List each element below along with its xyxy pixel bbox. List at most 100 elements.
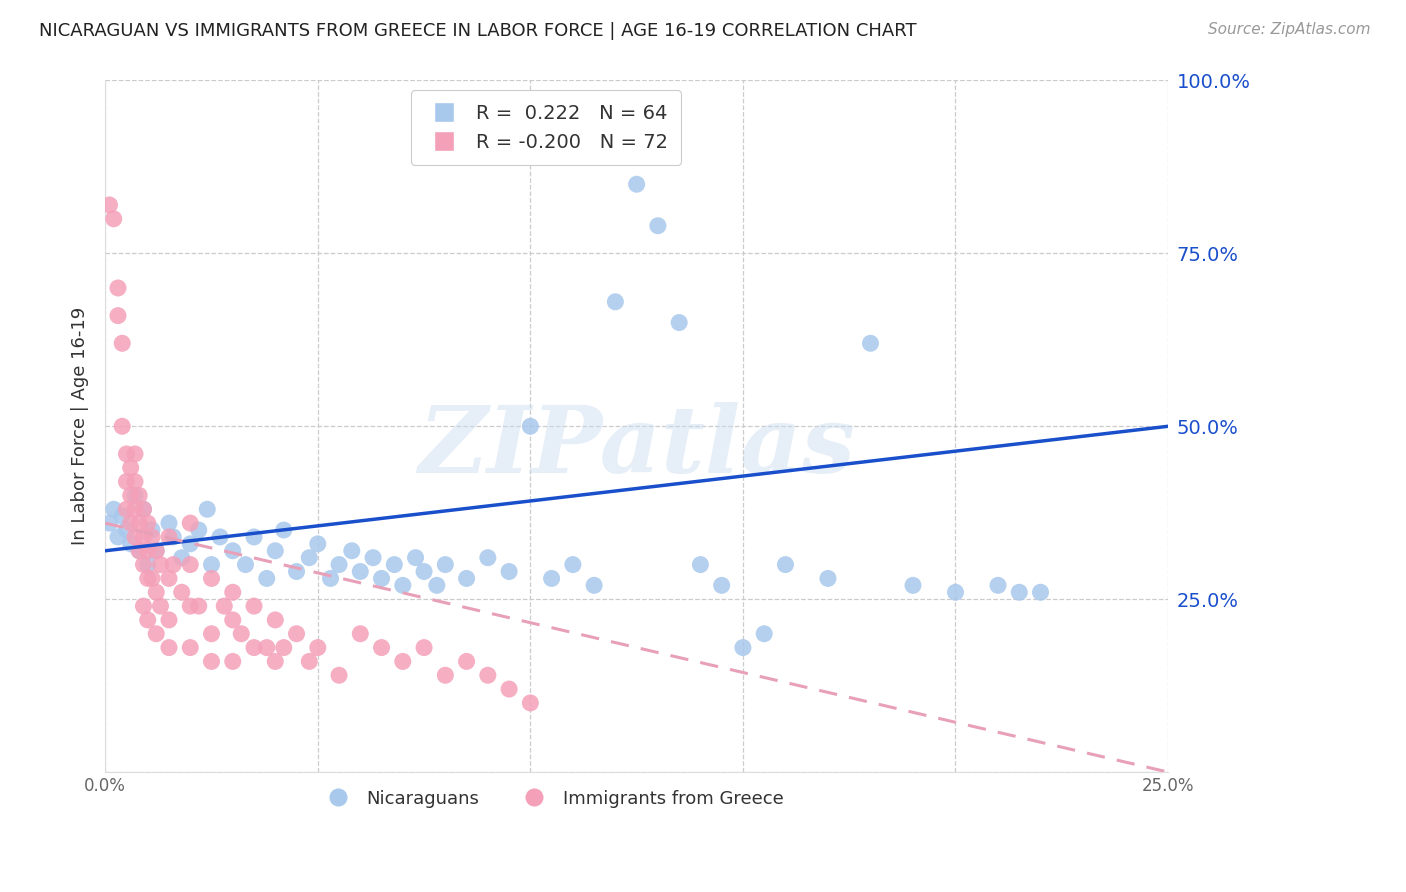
Point — [328, 558, 350, 572]
Point — [128, 488, 150, 502]
Point — [179, 640, 201, 655]
Point — [145, 585, 167, 599]
Point — [498, 565, 520, 579]
Point — [200, 558, 222, 572]
Point — [382, 558, 405, 572]
Point — [273, 640, 295, 655]
Point — [149, 599, 172, 613]
Point — [98, 516, 121, 530]
Point — [157, 613, 180, 627]
Point — [477, 668, 499, 682]
Point — [195, 502, 218, 516]
Point — [945, 585, 967, 599]
Point — [162, 558, 184, 572]
Point — [710, 578, 733, 592]
Point — [120, 488, 142, 502]
Point — [212, 599, 235, 613]
Point — [141, 523, 163, 537]
Point — [243, 640, 266, 655]
Point — [141, 530, 163, 544]
Point — [307, 537, 329, 551]
Point — [111, 509, 134, 524]
Point — [434, 668, 457, 682]
Point — [162, 530, 184, 544]
Point — [179, 537, 201, 551]
Text: NICARAGUAN VS IMMIGRANTS FROM GREECE IN LABOR FORCE | AGE 16-19 CORRELATION CHAR: NICARAGUAN VS IMMIGRANTS FROM GREECE IN … — [39, 22, 917, 40]
Point — [103, 211, 125, 226]
Point — [235, 558, 257, 572]
Point — [120, 516, 142, 530]
Point — [477, 550, 499, 565]
Point — [413, 565, 436, 579]
Point — [775, 558, 797, 572]
Point — [200, 626, 222, 640]
Point — [103, 502, 125, 516]
Point — [107, 281, 129, 295]
Point — [370, 640, 392, 655]
Point — [124, 488, 146, 502]
Point — [222, 655, 245, 669]
Point — [107, 530, 129, 544]
Point — [519, 696, 541, 710]
Point — [1008, 585, 1031, 599]
Point — [859, 336, 882, 351]
Point — [120, 460, 142, 475]
Y-axis label: In Labor Force | Age 16-19: In Labor Force | Age 16-19 — [72, 307, 89, 545]
Point — [243, 599, 266, 613]
Point — [170, 550, 193, 565]
Point — [187, 523, 209, 537]
Text: ZIPatlas: ZIPatlas — [418, 402, 855, 492]
Point — [349, 626, 371, 640]
Point — [340, 543, 363, 558]
Point — [124, 475, 146, 489]
Point — [136, 558, 159, 572]
Point — [136, 516, 159, 530]
Point — [319, 571, 342, 585]
Point — [136, 571, 159, 585]
Point — [456, 655, 478, 669]
Point — [668, 316, 690, 330]
Point — [987, 578, 1010, 592]
Point — [298, 655, 321, 669]
Point — [328, 668, 350, 682]
Point — [170, 585, 193, 599]
Point — [222, 543, 245, 558]
Point — [179, 599, 201, 613]
Point — [583, 578, 606, 592]
Point — [115, 502, 138, 516]
Point — [145, 543, 167, 558]
Point — [136, 543, 159, 558]
Point — [349, 565, 371, 579]
Point — [540, 571, 562, 585]
Point — [264, 543, 287, 558]
Point — [413, 640, 436, 655]
Point — [222, 613, 245, 627]
Point — [434, 558, 457, 572]
Point — [426, 578, 449, 592]
Point — [115, 447, 138, 461]
Point — [243, 530, 266, 544]
Point — [264, 655, 287, 669]
Text: Source: ZipAtlas.com: Source: ZipAtlas.com — [1208, 22, 1371, 37]
Point — [200, 655, 222, 669]
Point — [145, 626, 167, 640]
Point — [157, 571, 180, 585]
Point — [256, 571, 278, 585]
Point — [98, 198, 121, 212]
Point — [561, 558, 583, 572]
Point — [361, 550, 384, 565]
Point — [128, 516, 150, 530]
Point — [115, 475, 138, 489]
Point — [124, 447, 146, 461]
Point — [370, 571, 392, 585]
Point — [132, 599, 155, 613]
Point — [132, 502, 155, 516]
Point — [120, 537, 142, 551]
Point — [132, 502, 155, 516]
Point — [200, 571, 222, 585]
Point — [187, 599, 209, 613]
Point — [115, 523, 138, 537]
Point — [157, 516, 180, 530]
Point — [132, 558, 155, 572]
Point — [128, 543, 150, 558]
